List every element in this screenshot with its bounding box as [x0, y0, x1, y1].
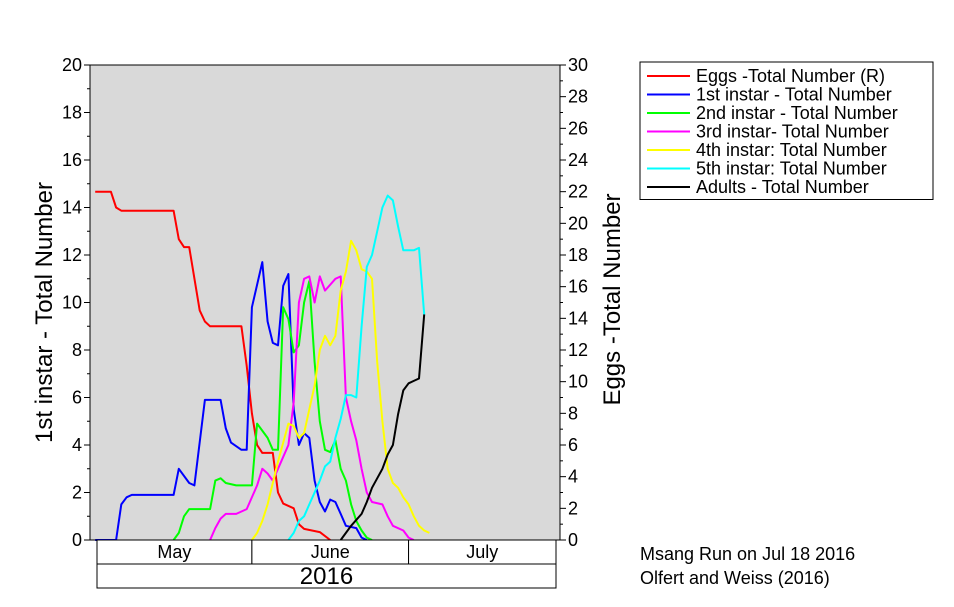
credit-line-1: Msang Run on Jul 18 2016	[640, 544, 856, 564]
y-left-tick-label: 20	[62, 55, 82, 75]
legend-label: 5th instar: Total Number	[696, 159, 887, 179]
y-right-tick-label: 16	[568, 277, 588, 297]
credit-line-2: Olfert and Weiss (2016)	[640, 568, 830, 588]
y-right-tick-label: 20	[568, 213, 588, 233]
legend-label: 1st instar - Total Number	[696, 85, 892, 105]
series-line-6	[339, 314, 426, 541]
month-box	[408, 539, 557, 565]
plot-area	[90, 65, 560, 540]
year-label: 2016	[300, 563, 353, 590]
y-right-tick-label: 18	[568, 245, 588, 265]
month-label: May	[157, 542, 191, 562]
y-axis-left-label: 1st instar - Total Number	[31, 182, 58, 443]
month-label: July	[466, 542, 498, 562]
y-left-tick-label: 8	[72, 340, 82, 360]
y-right-tick-label: 12	[568, 340, 588, 360]
y-left-tick-label: 16	[62, 150, 82, 170]
month-box	[96, 539, 253, 565]
y-right-tick-label: 30	[568, 55, 588, 75]
legend-label: 3rd instar- Total Number	[696, 122, 889, 142]
y-left-tick-label: 12	[62, 245, 82, 265]
y-right-tick-label: 26	[568, 118, 588, 138]
y-left-tick-label: 14	[62, 198, 82, 218]
series-line-2	[172, 280, 373, 541]
legend-label: Adults - Total Number	[696, 177, 869, 197]
y-left-tick-label: 4	[72, 435, 82, 455]
y-right-tick-label: 2	[568, 498, 578, 518]
y-left-tick-label: 18	[62, 103, 82, 123]
y-right-tick-label: 24	[568, 150, 588, 170]
y-left-tick-label: 2	[72, 483, 82, 503]
y-right-tick-label: 10	[568, 372, 588, 392]
legend-label: Eggs -Total Number (R)	[696, 66, 885, 86]
y-right-tick-label: 0	[568, 530, 578, 550]
y-right-tick-label: 4	[568, 467, 578, 487]
series-line-3	[209, 275, 415, 541]
y-right-tick-label: 6	[568, 435, 578, 455]
y-right-tick-label: 8	[568, 403, 578, 423]
series-line-5	[287, 194, 426, 541]
y-axis-right-label: Eggs -Total Number	[599, 193, 626, 405]
x-axis-months: May June July 2016	[96, 539, 557, 590]
legend-label: 4th instar: Total Number	[696, 140, 887, 160]
y-right-tick-label: 22	[568, 182, 588, 202]
series-layer	[95, 190, 430, 541]
month-label: June	[311, 542, 350, 562]
series-line-0	[95, 190, 331, 541]
y-right-tick-label: 28	[568, 87, 588, 107]
y-left-tick-label: 6	[72, 388, 82, 408]
legend: Eggs -Total Number (R)1st instar - Total…	[639, 61, 934, 200]
y-right-tick-label: 14	[568, 308, 588, 328]
series-line-4	[251, 239, 430, 541]
y-left-tick-label: 0	[72, 530, 82, 550]
series-line-1	[95, 261, 368, 541]
year-box	[96, 563, 557, 589]
y-left-tick-label: 10	[62, 293, 82, 313]
legend-label: 2nd instar - Total Number	[696, 103, 898, 123]
